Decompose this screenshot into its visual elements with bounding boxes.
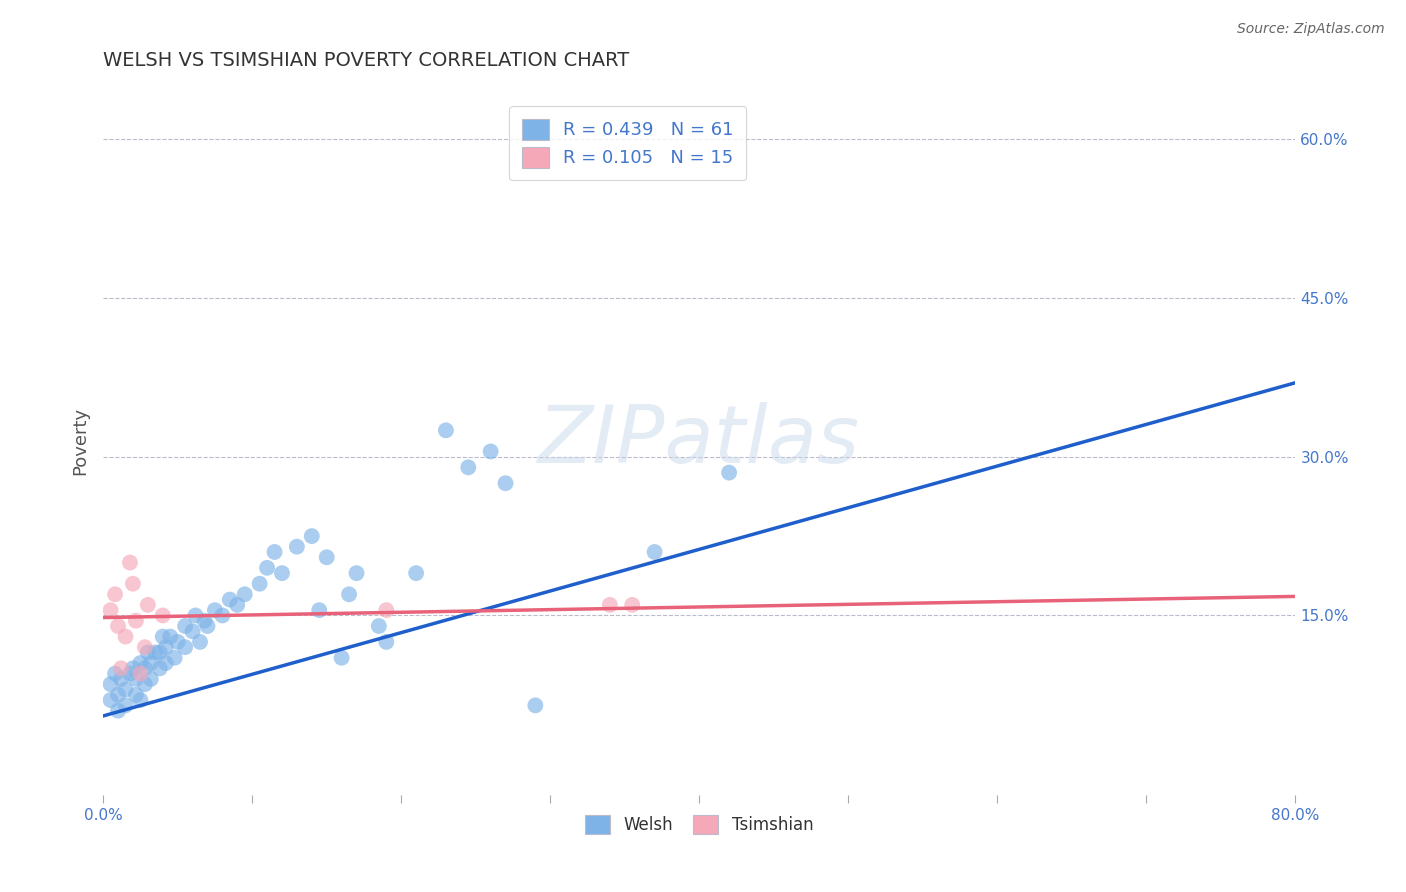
Point: [104, 587, 127, 601]
Point: [100, 677, 122, 691]
Point: [107, 688, 129, 702]
Text: WELSH VS TSIMSHIAN POVERTY CORRELATION CHART: WELSH VS TSIMSHIAN POVERTY CORRELATION C…: [103, 51, 630, 70]
Point: [188, 635, 211, 649]
Legend: R = 0.439   N = 61, R = 0.105   N = 15: R = 0.439 N = 61, R = 0.105 N = 15: [509, 106, 747, 180]
Point: [204, 603, 226, 617]
Point: [143, 645, 166, 659]
Point: [226, 598, 249, 612]
Point: [134, 661, 156, 675]
Point: [405, 566, 427, 581]
Point: [330, 650, 353, 665]
Point: [122, 661, 145, 675]
Point: [346, 566, 368, 581]
Point: [166, 635, 188, 649]
Point: [197, 619, 219, 633]
Point: [457, 460, 479, 475]
Point: [152, 608, 174, 623]
Text: ZIPatlas: ZIPatlas: [538, 402, 860, 480]
Point: [107, 619, 129, 633]
Point: [271, 566, 294, 581]
Point: [100, 693, 122, 707]
Point: [315, 550, 337, 565]
Point: [621, 598, 644, 612]
Point: [163, 650, 186, 665]
Point: [129, 666, 152, 681]
Point: [129, 656, 152, 670]
Point: [136, 645, 159, 659]
Point: [155, 640, 177, 655]
Point: [301, 529, 323, 543]
Point: [479, 444, 502, 458]
Point: [159, 630, 181, 644]
Point: [114, 630, 136, 644]
Point: [136, 598, 159, 612]
Point: [149, 645, 172, 659]
Point: [110, 661, 132, 675]
Point: [181, 624, 204, 639]
Point: [285, 540, 308, 554]
Point: [118, 666, 141, 681]
Point: [263, 545, 285, 559]
Point: [337, 587, 360, 601]
Point: [125, 614, 148, 628]
Point: [184, 608, 207, 623]
Point: [211, 608, 233, 623]
Point: [174, 619, 197, 633]
Point: [524, 698, 547, 713]
Point: [100, 603, 122, 617]
Point: [434, 423, 457, 437]
Point: [125, 688, 148, 702]
Point: [308, 603, 330, 617]
Point: [129, 693, 152, 707]
Point: [599, 598, 621, 612]
Point: [139, 656, 162, 670]
Point: [107, 704, 129, 718]
Point: [118, 556, 141, 570]
Y-axis label: Poverty: Poverty: [72, 407, 89, 475]
Point: [256, 561, 278, 575]
Point: [125, 672, 148, 686]
Point: [193, 614, 215, 628]
Point: [367, 619, 389, 633]
Point: [110, 672, 132, 686]
Point: [134, 640, 156, 655]
Point: [218, 592, 240, 607]
Point: [249, 576, 271, 591]
Point: [149, 661, 172, 675]
Point: [104, 666, 127, 681]
Point: [174, 640, 197, 655]
Point: [375, 603, 398, 617]
Point: [114, 698, 136, 713]
Text: Source: ZipAtlas.com: Source: ZipAtlas.com: [1237, 22, 1385, 37]
Point: [718, 466, 741, 480]
Point: [152, 630, 174, 644]
Point: [134, 677, 156, 691]
Point: [122, 576, 145, 591]
Point: [139, 672, 162, 686]
Point: [375, 635, 398, 649]
Point: [644, 545, 666, 559]
Point: [233, 587, 256, 601]
Point: [495, 476, 517, 491]
Point: [155, 656, 177, 670]
Point: [114, 682, 136, 697]
